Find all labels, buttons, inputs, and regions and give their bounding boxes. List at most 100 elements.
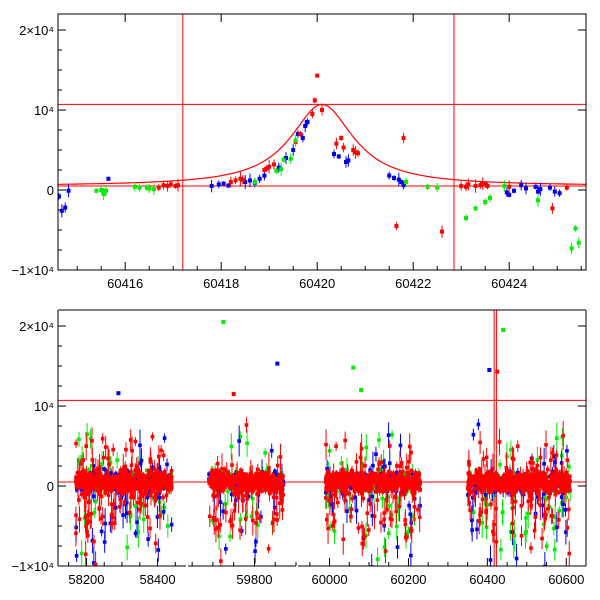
bottom-point-blue: [145, 495, 150, 500]
top-point-red-21: [339, 136, 344, 140]
bottom-point-red: [234, 490, 238, 495]
model-curve-line: [58, 103, 586, 185]
bottom-point-red: [152, 475, 156, 480]
bottom-point-green: [505, 454, 509, 459]
bottom-point-green: [332, 529, 337, 533]
top-point-red-20: [334, 141, 339, 146]
top-xtick-label-0: 60416: [107, 276, 143, 291]
bottom-point-red: [163, 469, 167, 474]
bottom-point-red: [235, 477, 239, 482]
bottom-point-red: [255, 511, 259, 516]
bottom-point-red: [77, 498, 81, 502]
bottom-point-green: [245, 441, 249, 446]
bottom-point-blue: [386, 433, 391, 437]
bottom-point-green: [159, 510, 164, 515]
bottom-point-red: [164, 493, 169, 498]
bottom-point-blue: [363, 473, 368, 477]
bottom-point-blue: [157, 466, 162, 471]
bottom-point-blue: [408, 512, 413, 517]
bottom-point-red: [207, 514, 212, 519]
bottom-point-blue: [74, 554, 79, 558]
bottom-point-blue: [165, 462, 169, 467]
bottom-point-blue: [559, 461, 564, 465]
bottom-point-red: [261, 474, 266, 479]
bottom-point-red: [118, 497, 123, 502]
bottom-point-blue: [102, 467, 106, 471]
bottom-point-red: [158, 479, 163, 483]
bottom-point-red: [100, 475, 104, 479]
bottom-point-green: [327, 449, 332, 453]
bottom-point-red: [249, 487, 254, 491]
bottom-point-red: [277, 501, 282, 505]
bottom-point-red: [138, 476, 142, 480]
bottom-point-red: [216, 472, 220, 477]
bottom-point-blue: [542, 491, 546, 496]
top-data-points: [58, 73, 581, 255]
bottom-point-red: [247, 483, 251, 487]
top-point-blue-12: [257, 176, 262, 181]
bottom-point-red: [109, 484, 114, 489]
bottom-point-green: [511, 541, 516, 546]
bottom-point-blue: [207, 472, 211, 477]
bottom-point-red: [136, 468, 141, 473]
bottom-point-red: [159, 448, 163, 453]
bottom-point-red: [129, 463, 134, 468]
bottom-point-green: [229, 444, 234, 449]
bottom-point-red: [79, 492, 84, 496]
bottom-point-red: [99, 494, 104, 499]
bottom-point-red: [157, 487, 161, 492]
bottom-point-green: [88, 436, 93, 441]
bottom-point-red: [142, 476, 147, 481]
top-point-green-15: [404, 180, 408, 184]
bottom-point-red: [148, 470, 152, 475]
bottom-point-red: [77, 474, 82, 479]
bottom-point-red: [154, 492, 159, 497]
top-point-blue-0: [58, 194, 61, 199]
bottom-point-red: [251, 518, 255, 523]
bottom-point-green: [210, 518, 215, 523]
bottom-point-red: [237, 490, 242, 494]
bottom-point-red: [244, 423, 249, 427]
bottom-point-red: [89, 512, 94, 516]
bottom-point-red: [148, 484, 153, 488]
bottom-point-green: [79, 551, 84, 556]
top-point-red-19: [320, 108, 324, 112]
bottom-point-blue: [229, 492, 234, 497]
top-point-red-15: [298, 132, 303, 136]
bottom-point-red: [146, 478, 151, 483]
top-point-red-22: [341, 145, 346, 150]
bottom-point-red: [87, 472, 92, 477]
bottom-point-blue: [109, 471, 113, 475]
bottom-point-red: [140, 484, 145, 488]
bottom-point-red: [153, 482, 157, 487]
bottom-point-red: [125, 479, 129, 483]
bottom-point-green: [542, 496, 547, 500]
bottom-point-blue: [121, 513, 125, 517]
top-point-green-25: [573, 226, 578, 231]
bottom-point-red: [167, 486, 171, 491]
bottom-point-red: [249, 484, 253, 489]
bottom-point-red: [121, 491, 126, 496]
top-point-blue-35: [533, 184, 538, 189]
bottom-point-red: [122, 471, 126, 476]
bottom-point-red: [90, 458, 95, 462]
bottom-point-red: [281, 474, 285, 479]
top-point-red-4: [173, 184, 178, 188]
bottom-point-red: [220, 467, 224, 471]
bottom-point-red: [131, 485, 136, 490]
bottom-point-red: [123, 464, 127, 469]
bottom-point-red: [167, 481, 172, 486]
bottom-point-red: [112, 502, 116, 507]
bottom-point-red: [275, 512, 279, 516]
bottom-point-green: [141, 503, 145, 508]
bottom-point-red: [270, 520, 275, 525]
bottom-point-red: [100, 436, 105, 441]
bottom-point-red: [250, 478, 255, 482]
bottom-point-red: [235, 472, 239, 477]
bottom-point-green: [133, 504, 138, 508]
top-point-green-12: [281, 157, 286, 162]
bottom-point-blue: [272, 471, 277, 475]
bottom-point-blue: [555, 525, 559, 530]
bottom-point-red: [271, 495, 276, 500]
